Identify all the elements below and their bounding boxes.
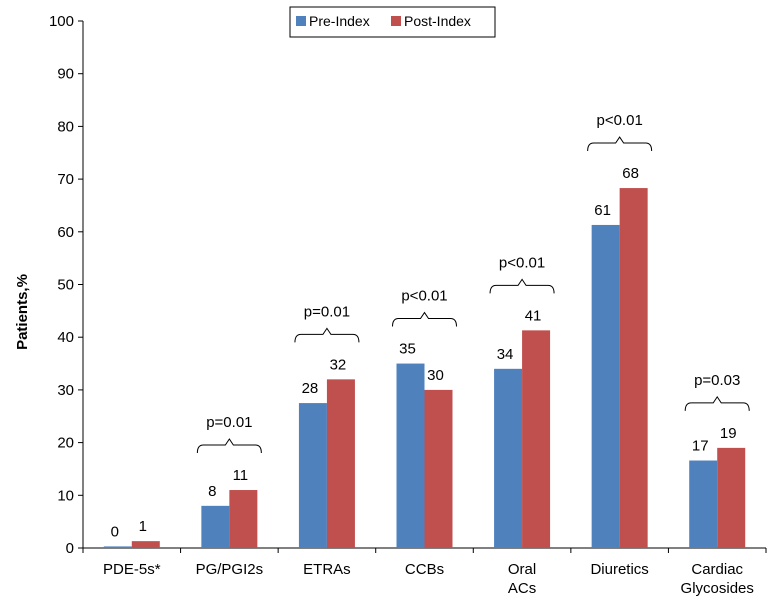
bar-pre-index <box>103 546 132 548</box>
y-tick-label: 70 <box>57 171 74 188</box>
bar-post-index <box>522 330 551 548</box>
significance-bracket <box>294 327 360 343</box>
significance-brackets: p=0.01 p=0.01 p<0.01 p<0.01 p<0.01 p=0.03 <box>196 112 750 454</box>
bar-value-label: 0 <box>111 523 119 540</box>
p-value-label: p=0.01 <box>304 303 350 320</box>
bar-pre-index <box>298 403 327 548</box>
p-value-label: p<0.01 <box>401 288 447 305</box>
significance-bracket <box>684 395 750 411</box>
bar-post-index <box>229 490 258 548</box>
bar-value-label: 68 <box>622 165 639 182</box>
legend-label: Pre-Index <box>309 13 370 29</box>
y-tick-label: 30 <box>57 382 74 399</box>
legend-swatch <box>391 16 401 26</box>
y-axis-label: Patients,% <box>14 274 31 350</box>
legend: Pre-Index Post-Index <box>289 6 496 38</box>
p-value-label: p<0.01 <box>499 254 545 271</box>
y-tick-label: 10 <box>57 487 74 504</box>
x-tick-label: Oral ACs <box>508 561 536 597</box>
bar-value-label: 34 <box>497 346 514 363</box>
y-tick-label: 90 <box>57 66 74 83</box>
x-tick-label: Diuretics <box>590 561 648 578</box>
y-tick-label: 80 <box>57 118 74 135</box>
bar-value-label: 35 <box>399 341 416 358</box>
bar-pre-index <box>689 460 718 548</box>
x-tick-label: ETRAs <box>303 561 351 578</box>
bar-value-label: 11 <box>233 467 249 484</box>
y-tick-label: 40 <box>57 329 74 346</box>
bar-pre-index <box>591 224 620 548</box>
y-tick-label: 0 <box>66 540 74 557</box>
significance-bracket <box>489 278 555 294</box>
bar-value-label: 19 <box>720 425 737 442</box>
x-tick-label: PG/PGI2s <box>196 561 264 578</box>
bar-value-label: 1 <box>139 518 147 535</box>
bars <box>103 188 746 548</box>
bar-value-label: 30 <box>427 367 444 384</box>
bar-post-index <box>717 447 746 548</box>
bar-value-label: 61 <box>594 202 611 219</box>
x-tick-label: PDE-5s* <box>103 561 161 578</box>
x-tick-label: CCBs <box>405 561 444 578</box>
x-tick-label: Cardiac Glycosides <box>681 561 754 597</box>
p-value-label: p=0.01 <box>206 414 252 431</box>
significance-bracket <box>196 438 262 454</box>
bar-value-label: 8 <box>208 483 216 500</box>
bar-value-label: 17 <box>692 438 709 455</box>
bar-value-label: 41 <box>525 307 542 324</box>
bar-value-label: 28 <box>302 380 319 397</box>
significance-bracket <box>392 311 457 327</box>
y-tick-label: 50 <box>57 277 74 294</box>
y-tick-label: 20 <box>57 435 74 452</box>
y-tick-label: 100 <box>49 13 74 30</box>
bar-pre-index <box>396 363 425 548</box>
legend-label: Post-Index <box>404 13 471 29</box>
p-value-label: p<0.01 <box>596 112 642 129</box>
bar-post-index <box>326 379 355 548</box>
bar-post-index <box>131 541 160 548</box>
value-labels: 0 1 8 11 28 32 35 30 34 41 61 68 17 19 <box>111 165 737 540</box>
bar-value-label: 32 <box>330 356 347 373</box>
significance-bracket <box>587 136 653 152</box>
bar-pre-index <box>201 505 230 548</box>
bar-post-index <box>619 188 648 548</box>
bar-post-index <box>424 389 453 548</box>
bar-pre-index <box>494 368 523 548</box>
legend-swatch <box>296 16 306 26</box>
p-value-label: p=0.03 <box>694 372 740 389</box>
y-tick-label: 60 <box>57 224 74 241</box>
